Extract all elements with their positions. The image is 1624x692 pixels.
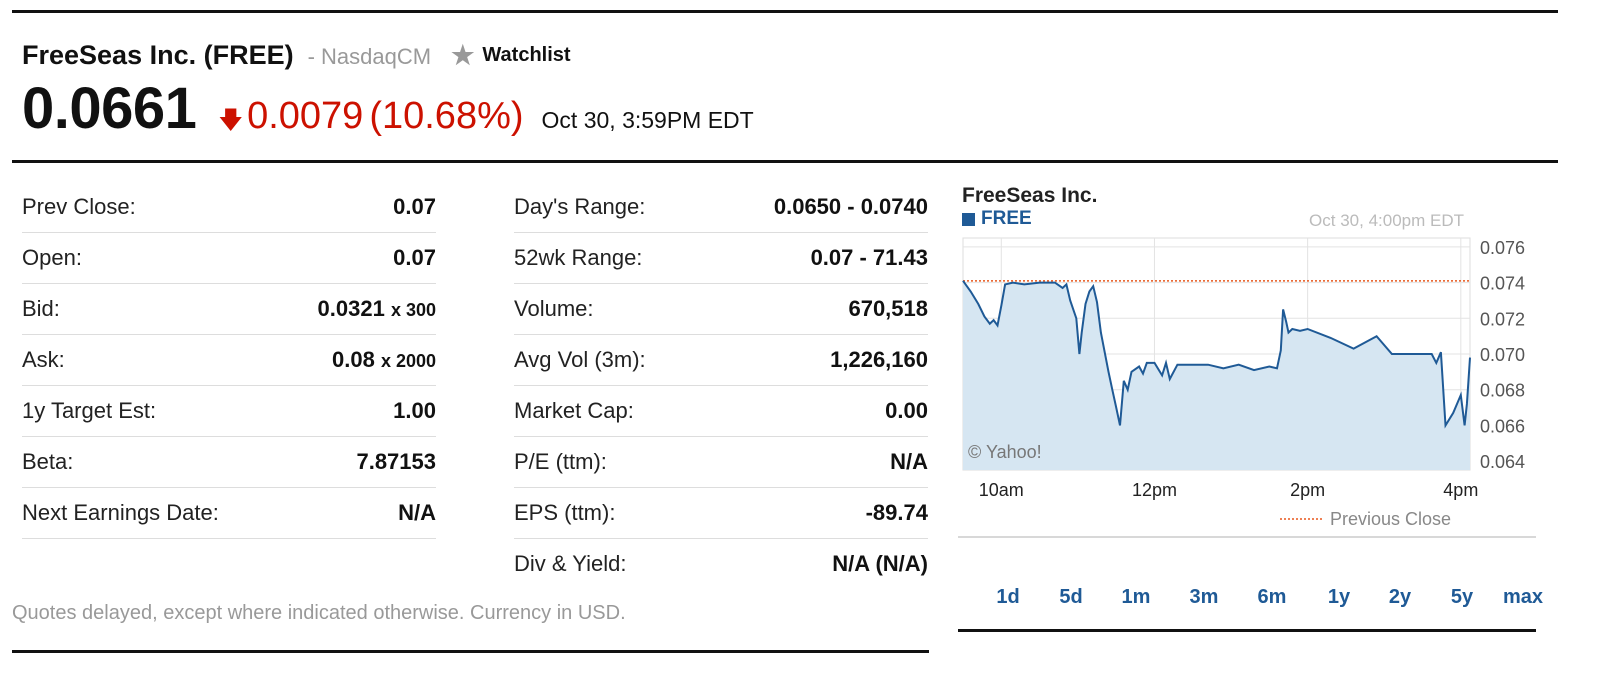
row-label: Volume: [514, 296, 594, 321]
quote-header: FreeSeas Inc. (FREE) - NasdaqCM ★ Watchl… [22, 40, 754, 144]
row-value: 0.00 [885, 398, 928, 423]
range-tab-1d[interactable]: 1d [996, 586, 1020, 608]
table-row: 1y Target Est: 1.00 [22, 386, 436, 437]
company-name: FreeSeas Inc. (FREE) [22, 40, 294, 70]
watchlist-button[interactable]: ★ Watchlist [451, 42, 570, 68]
row-label: Day's Range: [514, 194, 646, 219]
table-row: Open: 0.07 [22, 233, 436, 284]
row-label: 52wk Range: [514, 245, 643, 270]
x-tick-label: 4pm [1443, 480, 1478, 500]
row-label: Next Earnings Date: [22, 500, 219, 525]
series-swatch-icon [962, 212, 975, 226]
row-label: Beta: [22, 449, 74, 474]
range-tab-5y[interactable]: 5y [1450, 586, 1474, 608]
disclaimer-text: Quotes delayed, except where indicated o… [12, 602, 626, 624]
range-tab-5d[interactable]: 5d [1059, 586, 1083, 608]
chart-svg: 0.076 0.074 0.072 0.070 0.068 0.066 0.064 10am… [958, 211, 1536, 538]
row-value: N/A (N/A) [832, 551, 928, 576]
range-tab-1m[interactable]: 1m [1121, 586, 1151, 608]
chart-title: FreeSeas Inc. [962, 184, 1098, 207]
row-value: 0.07 - 71.43 [810, 245, 928, 270]
chart-symbol: FREE [962, 208, 1032, 230]
row-value: N/A [890, 449, 928, 474]
x-tick-label: 12pm [1132, 480, 1177, 500]
last-price: 0.0661 [22, 76, 197, 141]
arrow-down-icon: 🡇 [218, 107, 244, 134]
top-rule [12, 10, 1558, 13]
chart-timestamp: Oct 30, 4:00pm EDT [1309, 211, 1464, 230]
row-value: 0.07 [393, 194, 436, 219]
row-label: Open: [22, 245, 82, 270]
table-row: EPS (ttm): -89.74 [514, 488, 928, 539]
bid-size: x 300 [390, 300, 436, 320]
price-line [962, 280, 1471, 429]
price-change: 0.0079 [247, 95, 364, 137]
legend-prev-close-label: Previous Close [1330, 509, 1451, 529]
range-tab-1y[interactable]: 1y [1327, 586, 1351, 608]
table-row: P/E (ttm): N/A [514, 437, 928, 488]
x-tick-label: 10am [979, 480, 1024, 500]
y-tick-label: 0.070 [1480, 345, 1525, 365]
row-value: -89.74 [865, 500, 928, 525]
header-rule [12, 160, 1558, 163]
row-label: Prev Close: [22, 194, 136, 219]
row-label: Div & Yield: [514, 551, 627, 576]
row-value: 0.0321 x 300 [317, 296, 436, 321]
row-label: Market Cap: [514, 398, 634, 423]
bottom-rule-left [12, 650, 929, 653]
row-value: N/A [398, 500, 436, 525]
row-label: EPS (ttm): [514, 500, 616, 525]
row-value: 0.0650 - 0.0740 [773, 194, 928, 219]
price-change-percent: (10.68%) [369, 95, 524, 137]
y-tick-label: 0.074 [1480, 274, 1525, 294]
row-value: 7.87153 [356, 449, 436, 474]
row-label: 1y Target Est: [22, 398, 157, 423]
table-row: Div & Yield: N/A (N/A) [514, 539, 928, 589]
exchange-label: - NasdaqCM [307, 44, 432, 69]
range-tab-3m[interactable]: 3m [1189, 586, 1219, 608]
price-chart[interactable]: FreeSeas Inc. FREE 0.076 0.074 0.072 0.070 0… [958, 180, 1568, 590]
table-row: Ask: 0.08 x 2000 [22, 335, 436, 386]
y-tick-label: 0.076 [1480, 238, 1525, 258]
row-value: 1.00 [393, 398, 436, 423]
quote-timestamp: Oct 30, 3:59PM EDT [541, 107, 754, 133]
quote-summary-left: Prev Close: 0.07 Open: 0.07 Bid: 0.0321 … [22, 182, 436, 539]
row-value: 0.08 x 2000 [331, 347, 436, 372]
row-value: 0.07 [393, 245, 436, 270]
watchlist-label: Watchlist [482, 43, 571, 66]
row-value: 670,518 [848, 296, 928, 321]
table-row: Bid: 0.0321 x 300 [22, 284, 436, 335]
ask-size: x 2000 [380, 351, 436, 371]
y-tick-label: 0.072 [1480, 309, 1525, 329]
y-tick-label: 0.066 [1480, 416, 1525, 436]
table-row: Beta: 7.87153 [22, 437, 436, 488]
table-row: Volume: 670,518 [514, 284, 928, 335]
table-row: 52wk Range: 0.07 - 71.43 [514, 233, 928, 284]
table-row: Avg Vol (3m): 1,226,160 [514, 335, 928, 386]
x-tick-label: 2pm [1290, 480, 1325, 500]
range-tab-6m[interactable]: 6m [1257, 586, 1287, 608]
y-tick-label: 0.064 [1480, 452, 1525, 472]
range-tab-max[interactable]: max [1502, 586, 1544, 608]
table-row: Market Cap: 0.00 [514, 386, 928, 437]
quote-summary-right: Day's Range: 0.0650 - 0.0740 52wk Range:… [514, 182, 928, 589]
y-tick-label: 0.068 [1480, 381, 1525, 401]
table-row: Prev Close: 0.07 [22, 182, 436, 233]
range-tab-2y[interactable]: 2y [1388, 586, 1412, 608]
bottom-rule-right [958, 629, 1536, 632]
row-label: Ask: [22, 347, 65, 372]
row-value: 1,226,160 [830, 347, 928, 372]
price-area [963, 280, 1470, 470]
row-label: P/E (ttm): [514, 449, 607, 474]
copyright-label: © Yahoo! [968, 442, 1042, 462]
star-icon: ★ [451, 40, 475, 70]
table-row: Day's Range: 0.0650 - 0.0740 [514, 182, 928, 233]
row-label: Avg Vol (3m): [514, 347, 646, 372]
range-tabs: 1d 5d 1m 3m 6m 1y 2y 5y max [958, 586, 1568, 609]
row-label: Bid: [22, 296, 60, 321]
table-row: Next Earnings Date: N/A [22, 488, 436, 539]
